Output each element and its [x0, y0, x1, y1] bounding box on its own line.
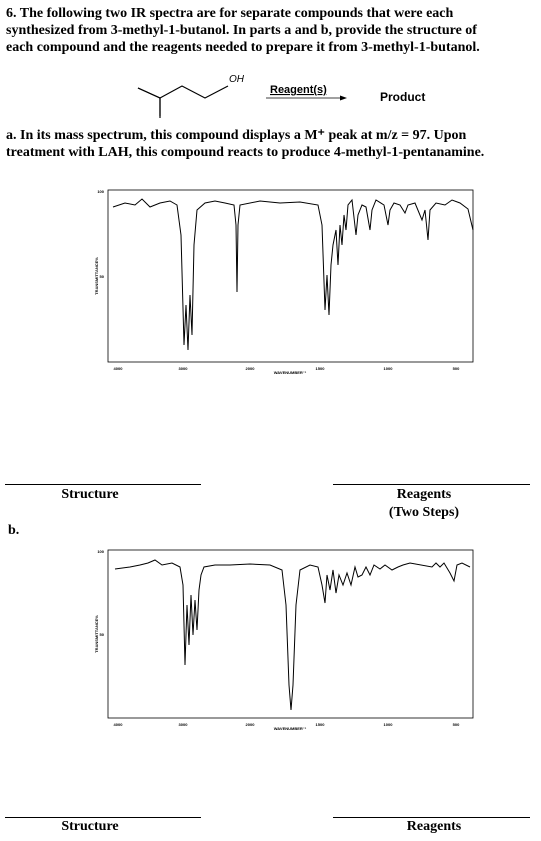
question-text: 6. The following two IR spectra are for …	[6, 5, 480, 56]
answer-line	[5, 817, 201, 818]
x-tick-label: 1000	[384, 722, 394, 727]
arrow-head	[340, 95, 347, 101]
part-b-label: b.	[8, 523, 20, 538]
x-tick-label: 2000	[246, 722, 256, 727]
ir-spectrum: 4000 3000 2000 1500 1000 500 100 50 WAVENUMBER⁻¹…	[94, 549, 474, 731]
text-line: each compound and the reagents needed to…	[6, 40, 480, 55]
text-line: 6. The following two IR spectra are for …	[6, 6, 454, 21]
ir-spectrum: 4000 3000 2000 1500 1000 500 100 50 WAVENUMBER⁻¹…	[94, 189, 474, 375]
structure-label: Structure	[61, 487, 119, 502]
plot-frame	[107, 549, 474, 719]
y-axis-label: TRANSMITTANCE%	[94, 257, 99, 295]
x-tick-label: 3000	[179, 366, 189, 371]
x-axis-label: WAVENUMBER⁻¹	[274, 370, 307, 375]
y-tick-label: 50	[100, 274, 105, 279]
x-tick-label: 4000	[114, 722, 124, 727]
reagents-label: Reagents	[396, 487, 452, 502]
text-line: treatment with LAH, this compound reacts…	[6, 145, 485, 160]
answer-line	[5, 484, 201, 485]
oh-label: OH	[229, 74, 245, 85]
reagent-label: Reagent(s)	[270, 84, 327, 96]
x-axis-label: WAVENUMBER⁻¹	[274, 726, 307, 731]
x-tick-label: 2000	[246, 366, 256, 371]
x-tick-label: 1000	[384, 366, 394, 371]
skeletal-structure	[137, 85, 229, 99]
spectrum-trace	[114, 559, 471, 711]
x-tick-label: 4000	[114, 366, 124, 371]
answer-line	[333, 817, 530, 818]
product-label: Product	[380, 90, 425, 104]
x-tick-label: 500	[453, 366, 460, 371]
spectrum-trace	[112, 198, 474, 351]
part-a-text: a. In its mass spectrum, this compound d…	[6, 127, 484, 161]
reagents-label: Reagents	[406, 819, 462, 834]
y-tick-label: 100	[97, 549, 104, 554]
structure-label: Structure	[61, 819, 119, 834]
y-tick-label: 50	[100, 632, 105, 637]
y-axis-label: TRANSMITTANCE%	[94, 615, 99, 653]
x-tick-label: 500	[453, 722, 460, 727]
x-tick-label: 1500	[316, 722, 326, 727]
answer-line	[333, 484, 530, 485]
y-tick-label: 100	[97, 189, 104, 194]
reaction-scheme: OH Reagent(s) Product	[137, 74, 425, 118]
x-tick-label: 3000	[179, 722, 189, 727]
text-line: synthesized from 3-methyl-1-butanol. In …	[6, 23, 477, 38]
x-tick-label: 1500	[316, 366, 326, 371]
text-line: a. In its mass spectrum, this compound d…	[6, 128, 467, 143]
reagents-note: (Two Steps)	[388, 505, 460, 520]
plot-frame	[107, 189, 474, 363]
